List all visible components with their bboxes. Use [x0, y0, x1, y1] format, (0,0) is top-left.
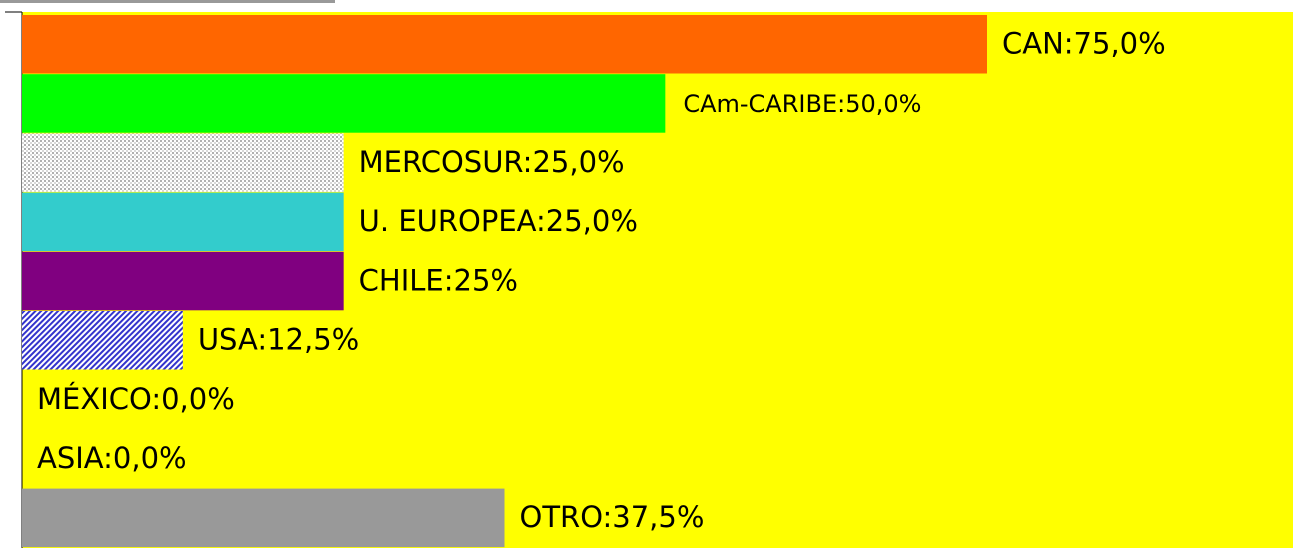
bar — [22, 488, 505, 548]
bar-label: USA:12,5% — [198, 323, 359, 357]
bar-label: MERCOSUR:25,0% — [359, 145, 625, 179]
bar-label: CHILE:25% — [359, 263, 518, 297]
bar-label: ASIA:0,0% — [37, 441, 187, 475]
bar-label: U. EUROPEA:25,0% — [359, 204, 638, 238]
bar — [22, 251, 344, 311]
bar-label: OTRO:37,5% — [520, 500, 705, 534]
bar — [22, 74, 666, 133]
bar — [22, 15, 987, 74]
bar-label: CAm-CARIBE:50,0% — [683, 90, 921, 118]
bar — [22, 192, 344, 252]
bar — [22, 133, 344, 192]
bar-label: MÉXICO:0,0% — [37, 382, 235, 416]
frame-edge — [0, 0, 335, 3]
bar-label: CAN:75,0% — [1002, 27, 1166, 61]
bar — [22, 311, 183, 370]
